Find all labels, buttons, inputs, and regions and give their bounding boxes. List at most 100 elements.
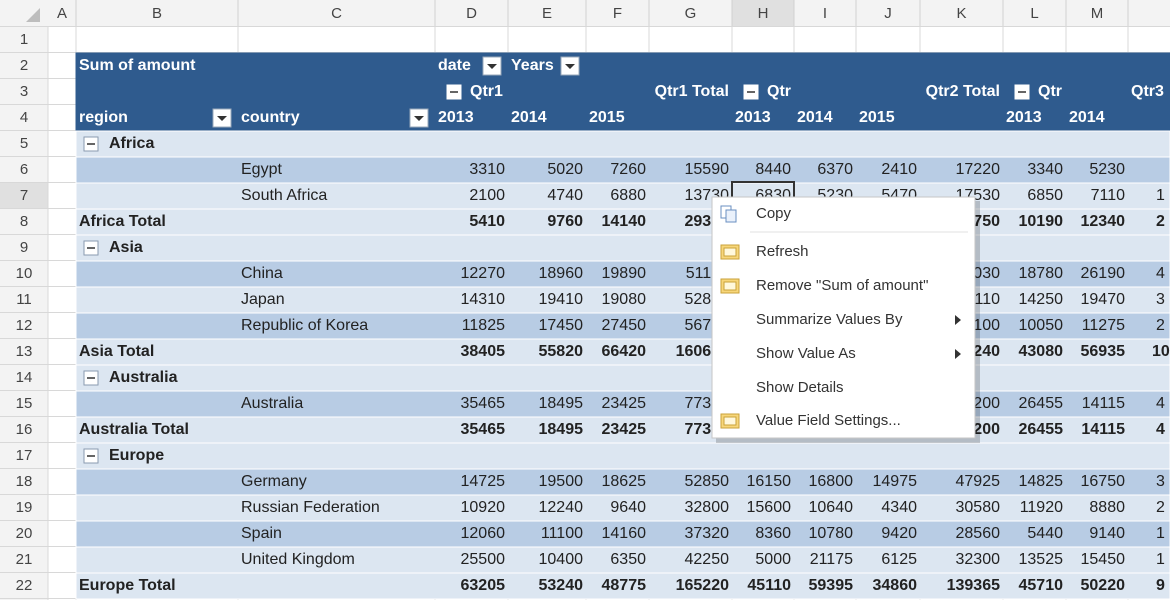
cell: Republic of Korea bbox=[241, 317, 368, 334]
cell: 42250 bbox=[685, 551, 730, 568]
cell: 16150 bbox=[747, 473, 792, 490]
cell: 2014 bbox=[511, 109, 547, 126]
cell: 16800 bbox=[809, 473, 854, 490]
pivot-row-bg bbox=[76, 53, 1170, 79]
column-letter: L bbox=[1030, 5, 1038, 22]
cell: 9420 bbox=[881, 525, 917, 542]
column-letter: D bbox=[466, 5, 477, 22]
column-letter: A bbox=[57, 5, 67, 22]
column-letter: K bbox=[956, 5, 966, 22]
cell: 10 bbox=[1152, 343, 1170, 360]
cell: 28560 bbox=[956, 525, 1001, 542]
cell: Africa bbox=[109, 135, 154, 152]
cell: 5000 bbox=[755, 551, 791, 568]
cell: 14115 bbox=[1082, 395, 1125, 412]
cell: Qtr bbox=[1038, 83, 1062, 100]
cell: 10920 bbox=[461, 499, 506, 516]
pivot-row-bg bbox=[76, 79, 1170, 105]
cell: 2 bbox=[1156, 213, 1165, 230]
row-number: 2 bbox=[20, 57, 28, 74]
row-number: 6 bbox=[20, 161, 28, 178]
cell: Asia bbox=[109, 239, 143, 256]
cell: Germany bbox=[241, 473, 307, 490]
cell: 19080 bbox=[602, 291, 647, 308]
row-number: 8 bbox=[20, 213, 28, 230]
cell: 2 bbox=[1156, 317, 1165, 334]
cell: 18780 bbox=[1019, 265, 1064, 282]
cell: 5440 bbox=[1027, 525, 1063, 542]
cell: 11825 bbox=[462, 317, 505, 334]
cell: Australia bbox=[109, 369, 178, 386]
row-number: 22 bbox=[16, 577, 33, 594]
cell: 48775 bbox=[602, 577, 647, 594]
cell: 8360 bbox=[755, 525, 791, 542]
cell: 9 bbox=[1156, 577, 1165, 594]
menu-icon bbox=[726, 210, 736, 222]
menu-icon bbox=[724, 248, 736, 256]
cell: 10050 bbox=[1019, 317, 1064, 334]
cell: 19890 bbox=[602, 265, 647, 282]
cell: 5020 bbox=[547, 161, 583, 178]
cell: 66420 bbox=[602, 343, 647, 360]
cell: Qtr1 bbox=[470, 83, 503, 100]
cell: country bbox=[241, 109, 300, 126]
column-letter: H bbox=[758, 5, 769, 22]
cell: 3 bbox=[1156, 291, 1165, 308]
cell: 1 bbox=[1156, 187, 1165, 204]
menu-item[interactable]: Show Value As bbox=[756, 345, 856, 362]
row-number: 1 bbox=[20, 31, 28, 48]
menu-item[interactable]: Refresh bbox=[756, 243, 809, 260]
row-number: 12 bbox=[16, 317, 33, 334]
cell: 139365 bbox=[947, 577, 1000, 594]
row-number: 15 bbox=[16, 395, 33, 412]
pivot-row-bg bbox=[76, 365, 1170, 391]
menu-item[interactable]: Copy bbox=[756, 205, 792, 222]
cell: 3340 bbox=[1027, 161, 1063, 178]
cell: 47925 bbox=[956, 473, 1001, 490]
cell: 35465 bbox=[461, 421, 506, 438]
cell: 30580 bbox=[956, 499, 1001, 516]
cell: 26455 bbox=[1019, 421, 1064, 438]
row-number: 17 bbox=[16, 447, 33, 464]
cell: Asia Total bbox=[79, 343, 154, 360]
row-number: 21 bbox=[16, 551, 33, 568]
cell: 16750 bbox=[1081, 473, 1126, 490]
cell: 27450 bbox=[602, 317, 647, 334]
cell: Australia bbox=[241, 395, 303, 412]
cell: 63205 bbox=[461, 577, 506, 594]
column-letter: C bbox=[331, 5, 342, 22]
cell: 53240 bbox=[539, 577, 584, 594]
cell: Russian Federation bbox=[241, 499, 380, 516]
cell: 4 bbox=[1156, 421, 1165, 438]
cell: 2013 bbox=[1006, 109, 1042, 126]
menu-item[interactable]: Remove "Sum of amount" bbox=[756, 277, 928, 294]
cell: 165220 bbox=[676, 577, 729, 594]
cell: 2 bbox=[1156, 499, 1165, 516]
cell: United Kingdom bbox=[241, 551, 355, 568]
cell: Qtr1 Total bbox=[655, 83, 729, 100]
cell: 37320 bbox=[685, 525, 730, 542]
cell: 8880 bbox=[1089, 499, 1125, 516]
cell: 43080 bbox=[1019, 343, 1064, 360]
cell: Africa Total bbox=[79, 213, 166, 230]
cell: 59395 bbox=[809, 577, 854, 594]
row-number: 10 bbox=[16, 265, 33, 282]
header-bar bbox=[0, 0, 1170, 26]
cell: 2015 bbox=[589, 109, 625, 126]
cell: China bbox=[241, 265, 283, 282]
menu-item[interactable]: Summarize Values By bbox=[756, 311, 903, 328]
cell: 2015 bbox=[859, 109, 895, 126]
menu-item[interactable]: Value Field Settings... bbox=[756, 412, 901, 429]
cell: 11100 bbox=[541, 525, 583, 542]
cell: 21175 bbox=[810, 551, 853, 568]
cell: 6125 bbox=[881, 551, 917, 568]
cell: 19410 bbox=[539, 291, 584, 308]
cell: 52850 bbox=[685, 473, 730, 490]
row-number: 7 bbox=[20, 187, 28, 204]
cell: date bbox=[438, 57, 471, 74]
cell: 14140 bbox=[602, 213, 647, 230]
menu-item[interactable]: Show Details bbox=[756, 379, 844, 396]
cell: 7260 bbox=[610, 161, 646, 178]
